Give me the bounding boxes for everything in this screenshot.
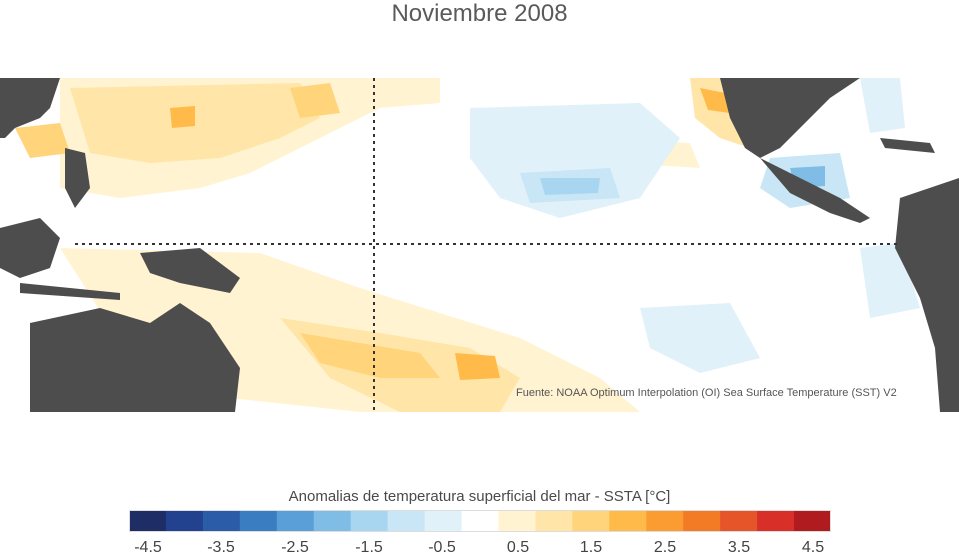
- land-new-guinea: [140, 248, 240, 293]
- colorbar-swatch: [720, 510, 758, 532]
- colorbar-swatch: [498, 510, 536, 532]
- land-caribbean: [880, 138, 935, 153]
- colorbar-tick-label: 3.5: [727, 539, 751, 556]
- colorbar-swatch: [757, 510, 795, 532]
- land-borneo-sumatra: [0, 218, 60, 278]
- colorbar-swatch: [202, 510, 241, 532]
- colorbar-tick-label: 2.5: [653, 539, 677, 556]
- colorbar-swatch: [129, 510, 167, 532]
- land-south-america: [895, 178, 959, 412]
- land-north-america: [720, 78, 860, 158]
- colorbar-tick-label: 0.5: [506, 539, 530, 556]
- colorbar-swatch: [239, 510, 278, 532]
- colorbar-tick-label: -3.5: [207, 539, 235, 556]
- colorbar-swatch: [572, 510, 610, 532]
- colorbar-swatch: [535, 510, 573, 532]
- land: [0, 78, 959, 412]
- colorbar-swatch: [276, 510, 315, 532]
- colorbar-tick-label: -0.5: [428, 539, 456, 556]
- ssta-map: [0, 78, 959, 412]
- colorbar-swatch: [683, 510, 721, 532]
- colorbar-tick-label: 4.5: [801, 539, 825, 556]
- data-source-note: Fuente: NOAA Optimum Interpolation (OI) …: [516, 387, 897, 399]
- colorbar-swatch: [461, 510, 499, 532]
- colorbar-swatch: [387, 510, 426, 532]
- colorbar-tick-label: -2.5: [281, 539, 309, 556]
- land-central-america: [760, 158, 870, 223]
- colorbar-tick-label: -1.5: [355, 539, 383, 556]
- map-title: Noviembre 2008: [391, 0, 568, 27]
- colorbar-swatch: [424, 510, 463, 532]
- colorbar-label: Anomalias de temperatura superficial del…: [288, 488, 671, 505]
- cool-central-pacific: [470, 103, 680, 218]
- colorbar-tick-label: 1.5: [579, 539, 603, 556]
- land-indonesia-islands: [20, 283, 120, 300]
- colorbar-swatch: [609, 510, 647, 532]
- land-asia: [0, 78, 60, 138]
- colorbar-swatch: [794, 510, 831, 532]
- colorbar-swatch: [165, 510, 204, 532]
- colorbar-swatch: [313, 510, 352, 532]
- colorbar-outline: [129, 510, 831, 532]
- land-philippines: [65, 148, 90, 208]
- colorbar-swatch: [350, 510, 389, 532]
- land-australia: [30, 303, 240, 412]
- colorbar-tick-label: -4.5: [134, 539, 162, 556]
- colorbar: [129, 510, 831, 532]
- colorbar-swatch: [646, 510, 684, 532]
